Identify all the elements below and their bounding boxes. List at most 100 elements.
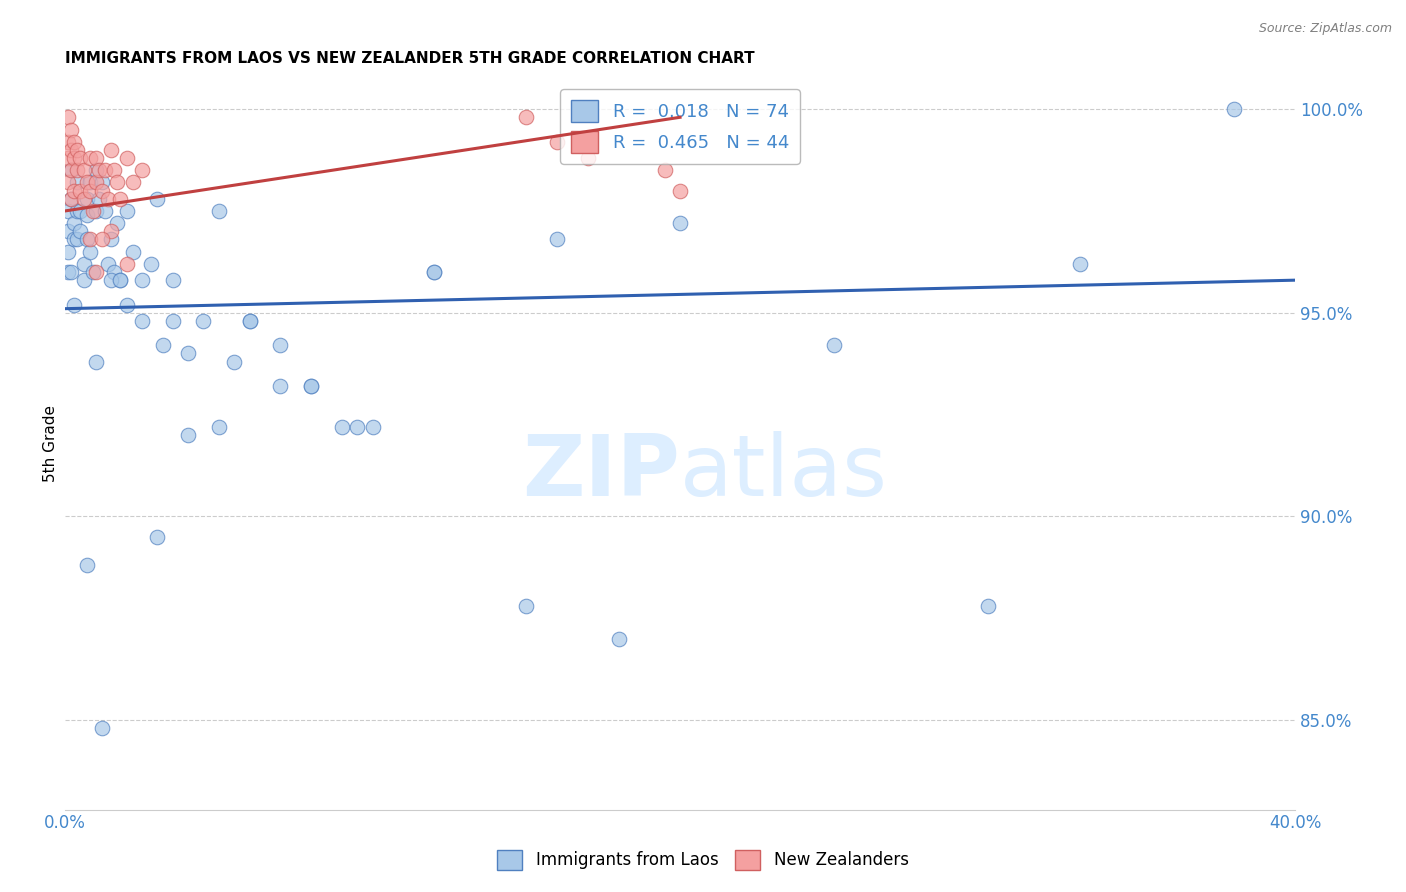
Point (60, 143, 83, 157)
Point (82, 203, 104, 218)
Point (141, 257, 163, 271)
Point (224, 354, 246, 368)
Text: atlas: atlas (681, 431, 889, 514)
Text: ZIP: ZIP (522, 431, 681, 514)
Point (299, 379, 322, 393)
Point (69, 203, 91, 218)
Point (115, 257, 138, 271)
Point (115, 297, 138, 311)
Point (193, 314, 215, 328)
Point (546, 135, 568, 149)
Point (94, 163, 117, 178)
Point (100, 224, 122, 238)
Point (669, 216, 692, 230)
Point (177, 346, 200, 360)
Point (97, 257, 120, 271)
Point (60, 192, 83, 206)
Point (1069, 257, 1091, 271)
Point (131, 314, 153, 328)
Point (56, 224, 79, 238)
Point (546, 232, 568, 246)
Point (152, 338, 174, 352)
Point (87, 192, 110, 206)
Point (84, 265, 107, 279)
Point (238, 314, 260, 328)
Point (79, 184, 101, 198)
Point (69, 151, 91, 165)
Point (654, 163, 676, 178)
Point (146, 530, 169, 544)
Point (69, 184, 91, 198)
Point (162, 314, 184, 328)
Point (84, 354, 107, 368)
Point (103, 265, 125, 279)
Point (91, 232, 114, 246)
Point (121, 244, 143, 259)
Point (131, 273, 153, 287)
Point (105, 176, 128, 190)
Point (576, 151, 599, 165)
Legend: R =  0.018   N = 74, R =  0.465   N = 44: R = 0.018 N = 74, R = 0.465 N = 44 (560, 89, 800, 164)
Point (361, 419, 384, 434)
Point (76, 192, 98, 206)
Point (63, 184, 86, 198)
Point (79, 244, 101, 259)
Point (177, 428, 200, 442)
Point (56, 265, 79, 279)
Point (100, 273, 122, 287)
Point (72, 192, 94, 206)
Point (76, 558, 98, 573)
Point (60, 122, 83, 136)
Point (84, 176, 107, 190)
Point (63, 151, 86, 165)
Point (60, 163, 83, 178)
Point (823, 338, 845, 352)
Point (63, 297, 86, 311)
Point (515, 599, 537, 613)
Point (269, 379, 291, 393)
Point (100, 232, 122, 246)
Point (79, 176, 101, 190)
Point (110, 192, 132, 206)
Point (69, 224, 91, 238)
Point (208, 203, 231, 218)
Text: Source: ZipAtlas.com: Source: ZipAtlas.com (1258, 22, 1392, 36)
Point (76, 176, 98, 190)
Point (103, 163, 125, 178)
Point (330, 419, 353, 434)
Point (66, 203, 89, 218)
Point (56, 151, 79, 165)
Point (56, 110, 79, 124)
Point (60, 265, 83, 279)
Point (72, 257, 94, 271)
Point (423, 265, 446, 279)
Point (100, 143, 122, 157)
Point (56, 176, 79, 190)
Point (84, 151, 107, 165)
Point (63, 216, 86, 230)
Point (91, 721, 114, 735)
Point (110, 273, 132, 287)
Point (208, 419, 231, 434)
Legend: Immigrants from Laos, New Zealanders: Immigrants from Laos, New Zealanders (491, 843, 915, 877)
Point (56, 244, 79, 259)
Point (91, 176, 114, 190)
Point (115, 203, 138, 218)
Text: IMMIGRANTS FROM LAOS VS NEW ZEALANDER 5TH GRADE CORRELATION CHART: IMMIGRANTS FROM LAOS VS NEW ZEALANDER 5T… (65, 51, 755, 66)
Point (269, 338, 291, 352)
Point (423, 265, 446, 279)
Point (97, 192, 120, 206)
Point (110, 273, 132, 287)
Point (82, 265, 104, 279)
Point (87, 163, 110, 178)
Point (72, 163, 94, 178)
Point (105, 216, 128, 230)
Point (84, 203, 107, 218)
Point (91, 184, 114, 198)
Point (66, 176, 89, 190)
Point (66, 143, 89, 157)
Y-axis label: 5th Grade: 5th Grade (44, 405, 58, 482)
Point (56, 203, 79, 218)
Point (63, 232, 86, 246)
Point (60, 163, 83, 178)
